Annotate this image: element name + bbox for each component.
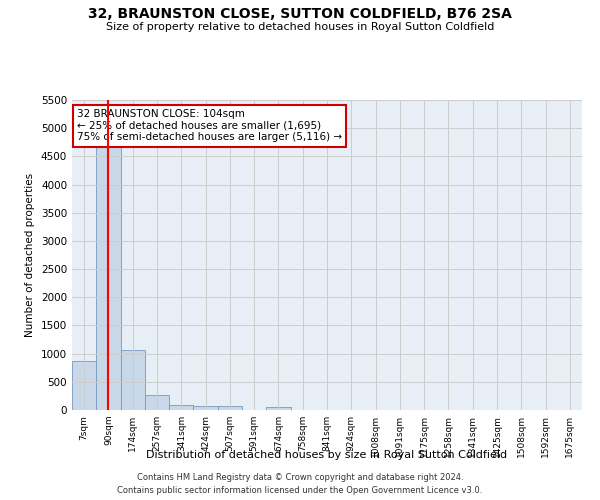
Text: Distribution of detached houses by size in Royal Sutton Coldfield: Distribution of detached houses by size … — [146, 450, 508, 460]
Text: Contains HM Land Registry data © Crown copyright and database right 2024.: Contains HM Land Registry data © Crown c… — [137, 474, 463, 482]
Bar — [96, 106, 121, 410]
Bar — [145, 394, 169, 410]
Text: Contains public sector information licensed under the Open Government Licence v3: Contains public sector information licen… — [118, 486, 482, 495]
Bar — [218, 406, 242, 410]
Text: Size of property relative to detached houses in Royal Sutton Coldfield: Size of property relative to detached ho… — [106, 22, 494, 32]
Text: 32, BRAUNSTON CLOSE, SUTTON COLDFIELD, B76 2SA: 32, BRAUNSTON CLOSE, SUTTON COLDFIELD, B… — [88, 8, 512, 22]
Bar — [193, 406, 218, 410]
Bar — [121, 350, 145, 410]
Text: 32 BRAUNSTON CLOSE: 104sqm
← 25% of detached houses are smaller (1,695)
75% of s: 32 BRAUNSTON CLOSE: 104sqm ← 25% of deta… — [77, 110, 342, 142]
Bar — [169, 405, 193, 410]
Y-axis label: Number of detached properties: Number of detached properties — [25, 173, 35, 337]
Bar — [266, 407, 290, 410]
Bar — [72, 361, 96, 410]
